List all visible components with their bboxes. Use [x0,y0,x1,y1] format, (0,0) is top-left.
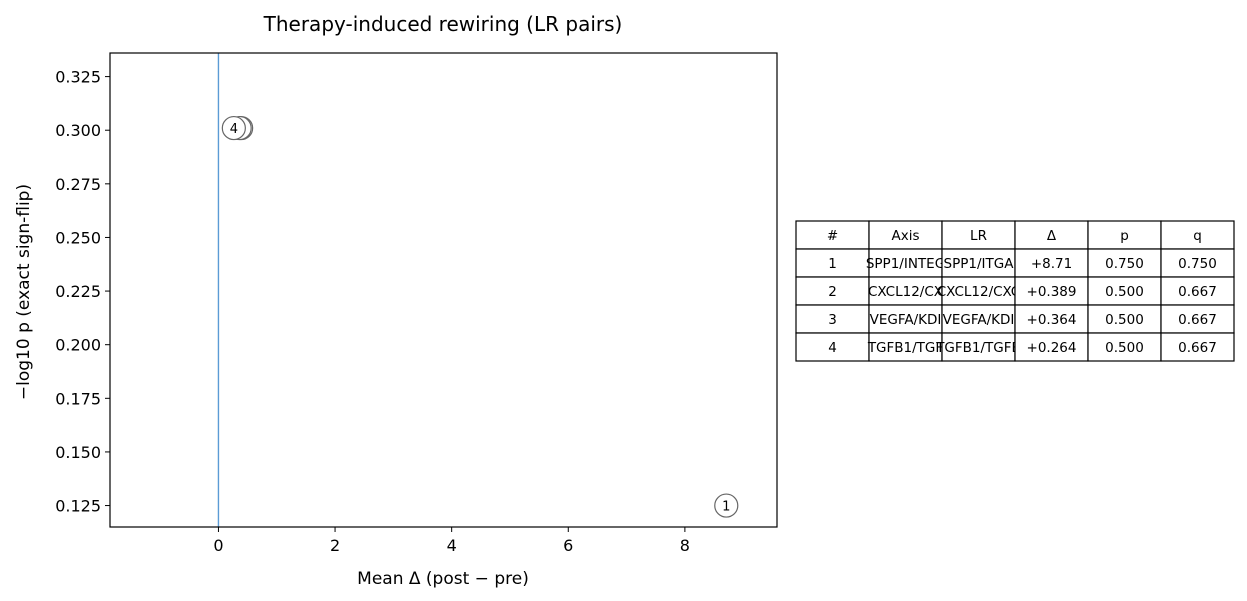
table-cell [795,276,870,306]
table-cell [795,304,870,334]
table-cell [1160,248,1235,278]
y-tick-label: 0.225 [55,282,101,301]
y-tick-label: 0.150 [55,443,101,462]
table-cell [795,332,870,362]
plot-area: 0.125 0.150 0.175 0.200 0.225 0.250 0.275 0.300… [55,52,778,555]
table-cell-text: 1 [828,256,837,272]
y-tick-label: 0.175 [55,389,101,408]
table-cell [1014,332,1089,362]
table-cell-text: 2 [828,284,837,300]
table-header-text: LR [970,228,987,244]
table-cell-text: CXCL12/CX [868,284,943,300]
x-tick-label: 2 [330,536,340,555]
point-marker [221,115,246,141]
table-cell-text: +8.71 [1031,256,1072,272]
x-tick-label: 0 [213,536,223,555]
table-cell-text: 0.500 [1105,340,1144,356]
table-header-cell [1087,220,1162,250]
y-tick-label: 0.325 [55,68,101,87]
y-tick-label: 0.125 [55,497,101,516]
table-cell-text: 0.500 [1105,284,1144,300]
x-tick-label: 4 [447,536,457,555]
table-cell-text: +0.389 [1027,284,1077,300]
table-cell-text: 0.667 [1178,340,1217,356]
table-cell [1087,304,1162,334]
table-header-text: Δ [1047,228,1057,244]
table-header-text: Axis [891,228,919,244]
table-cell-text: +0.364 [1027,312,1077,328]
y-tick-label: 0.275 [55,175,101,194]
data-point: 4 [221,115,246,141]
table-cell-text: +0.264 [1027,340,1077,356]
table-cell [795,248,870,278]
point-marker [714,493,739,518]
y-axis-label: −log10 p (exact sign-flip) [14,184,34,400]
table-cell-text: 3 [828,312,837,328]
table-cell-text: VEGFA/KDI [943,312,1015,328]
x-tick-label: 6 [563,536,573,555]
data-points: 1234 [221,115,739,518]
table-cell [1160,332,1235,362]
table-cell-text: VEGFA/KDI [870,312,942,328]
table-cell [868,248,943,278]
table-cell [941,332,1016,362]
table-cell-text: SPP1/ITGA [944,256,1015,272]
table-cell-text: CXCL12/CXC [937,284,1021,300]
table-cell [868,332,943,362]
x-axis-label: Mean Δ (post − pre) [357,569,529,589]
point-label: 1 [722,500,730,515]
table-cell-text: 4 [828,340,837,356]
chart-title: Therapy-induced rewiring (LR pairs) [263,12,623,36]
table-cell-text: SPP1/INTEG [866,256,945,272]
table-header-cell [941,220,1016,250]
y-tick-label: 0.300 [55,121,101,140]
y-tick-label: 0.250 [55,228,101,247]
point-label: 4 [230,122,238,137]
table-cell-text: 0.750 [1105,256,1144,272]
plot-frame [109,52,778,528]
table-cell-text: 0.500 [1105,312,1144,328]
table-cell [1014,304,1089,334]
data-point: 1 [714,493,739,518]
table-cell-text: TGFB1/TGF [867,340,943,356]
y-tick-label: 0.200 [55,336,101,355]
y-axis-ticks: 0.125 0.150 0.175 0.200 0.225 0.250 0.275 0.300… [55,68,110,516]
table-cell-text: 0.667 [1178,312,1217,328]
table-header-text: q [1193,228,1202,244]
table-header-text: p [1120,228,1129,244]
table-cell-text: 0.667 [1178,284,1217,300]
table-header-cell [795,220,870,250]
table-cell [1160,276,1235,306]
table-cell-text: TGFB1/TGFB [935,340,1021,356]
table-header-cell [868,220,943,250]
table-header-text: # [827,228,838,244]
x-axis-ticks: 0 2 4 6 8 [213,527,690,555]
table-row: 3 VEGFA/KDI VEGFA/KDI +0.364 0.500 0.667 [795,304,1235,334]
x-tick-label: 8 [680,536,690,555]
table-cell-text: 0.750 [1178,256,1217,272]
table-cell [941,248,1016,278]
